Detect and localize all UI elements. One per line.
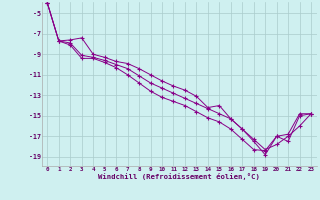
X-axis label: Windchill (Refroidissement éolien,°C): Windchill (Refroidissement éolien,°C): [98, 173, 260, 180]
